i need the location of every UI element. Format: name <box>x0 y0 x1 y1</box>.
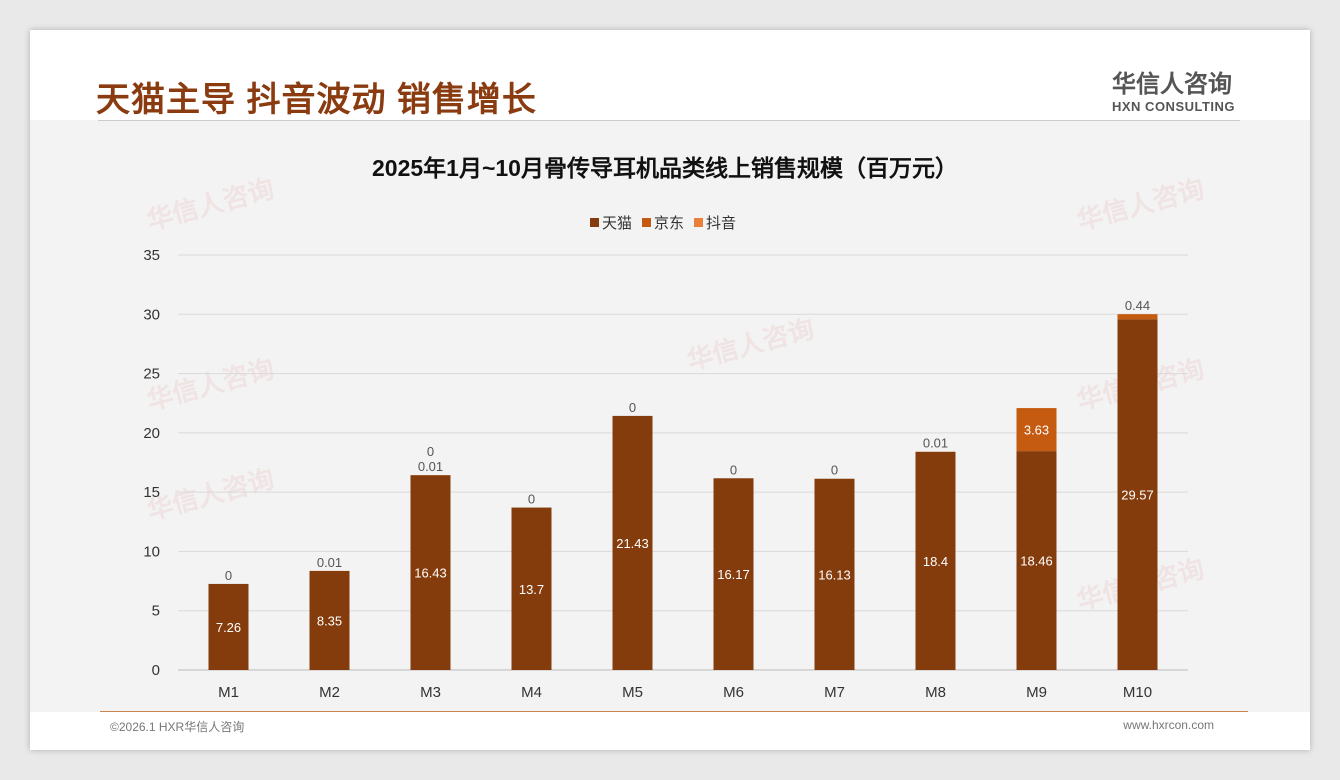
x-tick-label: M8 <box>925 684 946 701</box>
y-tick-label: 30 <box>143 306 160 323</box>
data-label: 16.43 <box>414 566 447 581</box>
bar-天猫 <box>814 478 855 670</box>
data-label: 0 <box>427 444 434 459</box>
x-tick-label: M2 <box>319 684 340 701</box>
x-tick-label: M3 <box>420 684 441 701</box>
x-tick-label: M9 <box>1026 684 1047 701</box>
data-label: 0.01 <box>418 459 443 474</box>
y-tick-label: 15 <box>143 484 160 501</box>
data-label: 0 <box>528 492 535 507</box>
y-tick-label: 5 <box>152 603 160 620</box>
data-label: 0 <box>831 463 838 478</box>
logo-cn: 华信人咨询 <box>1112 71 1232 98</box>
x-tick-label: M10 <box>1123 684 1152 701</box>
watermark: 华信人咨询 <box>144 173 277 236</box>
page-title: 天猫主导 抖音波动 销售增长 <box>96 81 537 119</box>
x-tick-label: M6 <box>723 684 744 701</box>
data-label: 3.63 <box>1024 423 1049 438</box>
data-label: 0 <box>225 568 232 583</box>
bar-天猫 <box>1117 319 1158 670</box>
x-tick-label: M1 <box>218 684 239 701</box>
y-tick-label: 10 <box>143 543 160 560</box>
bar-天猫 <box>208 583 249 670</box>
footer-divider <box>100 711 1248 712</box>
legend-label: 抖音 <box>706 215 736 232</box>
divider <box>98 120 1240 121</box>
bar-天猫 <box>713 478 754 670</box>
data-label: 0.01 <box>923 436 948 451</box>
data-label: 21.43 <box>616 536 649 551</box>
legend-swatch <box>642 218 651 227</box>
logo-en: HXN CONSULTING <box>1112 99 1236 114</box>
data-label: 29.57 <box>1121 488 1154 503</box>
data-label: 18.46 <box>1020 554 1053 569</box>
bar-天猫 <box>410 475 451 670</box>
data-label: 16.17 <box>717 567 750 582</box>
y-tick-label: 35 <box>143 247 160 264</box>
watermark: 华信人咨询 <box>144 463 277 526</box>
data-label: 16.13 <box>818 567 851 582</box>
bar-天猫 <box>612 415 653 670</box>
x-tick-label: M4 <box>521 684 542 701</box>
y-tick-label: 25 <box>143 366 160 383</box>
legend-label: 京东 <box>654 215 684 232</box>
data-label: 0.01 <box>317 555 342 570</box>
legend-swatch <box>590 218 599 227</box>
data-label: 18.4 <box>923 554 948 569</box>
bar-天猫 <box>915 451 956 670</box>
legend-swatch <box>694 218 703 227</box>
data-label: 8.35 <box>317 613 342 628</box>
data-label: 0 <box>730 462 737 477</box>
chart-title: 2025年1月~10月骨传导耳机品类线上销售规模（百万元） <box>372 155 958 181</box>
bar-天猫 <box>309 570 350 670</box>
x-tick-label: M5 <box>622 684 643 701</box>
legend-label: 天猫 <box>602 215 632 232</box>
footer-url: www.hxrcon.com <box>1123 718 1214 732</box>
data-label: 7.26 <box>216 620 241 635</box>
y-tick-label: 0 <box>152 662 160 679</box>
x-tick-label: M7 <box>824 684 845 701</box>
data-label: 0.44 <box>1125 298 1150 313</box>
bar-京东 <box>1016 408 1057 452</box>
logo: 华信人咨询 HXN CONSULTING <box>1112 64 1235 114</box>
watermark: 华信人咨询 <box>144 353 277 416</box>
watermark: 华信人咨询 <box>684 313 817 376</box>
footer-copyright: ©2026.1 HXR华信人咨询 <box>110 720 245 734</box>
bar-京东 <box>1117 314 1158 320</box>
watermark: 华信人咨询 <box>1074 173 1207 236</box>
data-label: 0 <box>629 400 636 415</box>
bar-天猫 <box>511 507 552 670</box>
bar-天猫 <box>1016 451 1057 670</box>
y-tick-label: 20 <box>143 425 160 442</box>
data-label: 13.7 <box>519 582 544 597</box>
